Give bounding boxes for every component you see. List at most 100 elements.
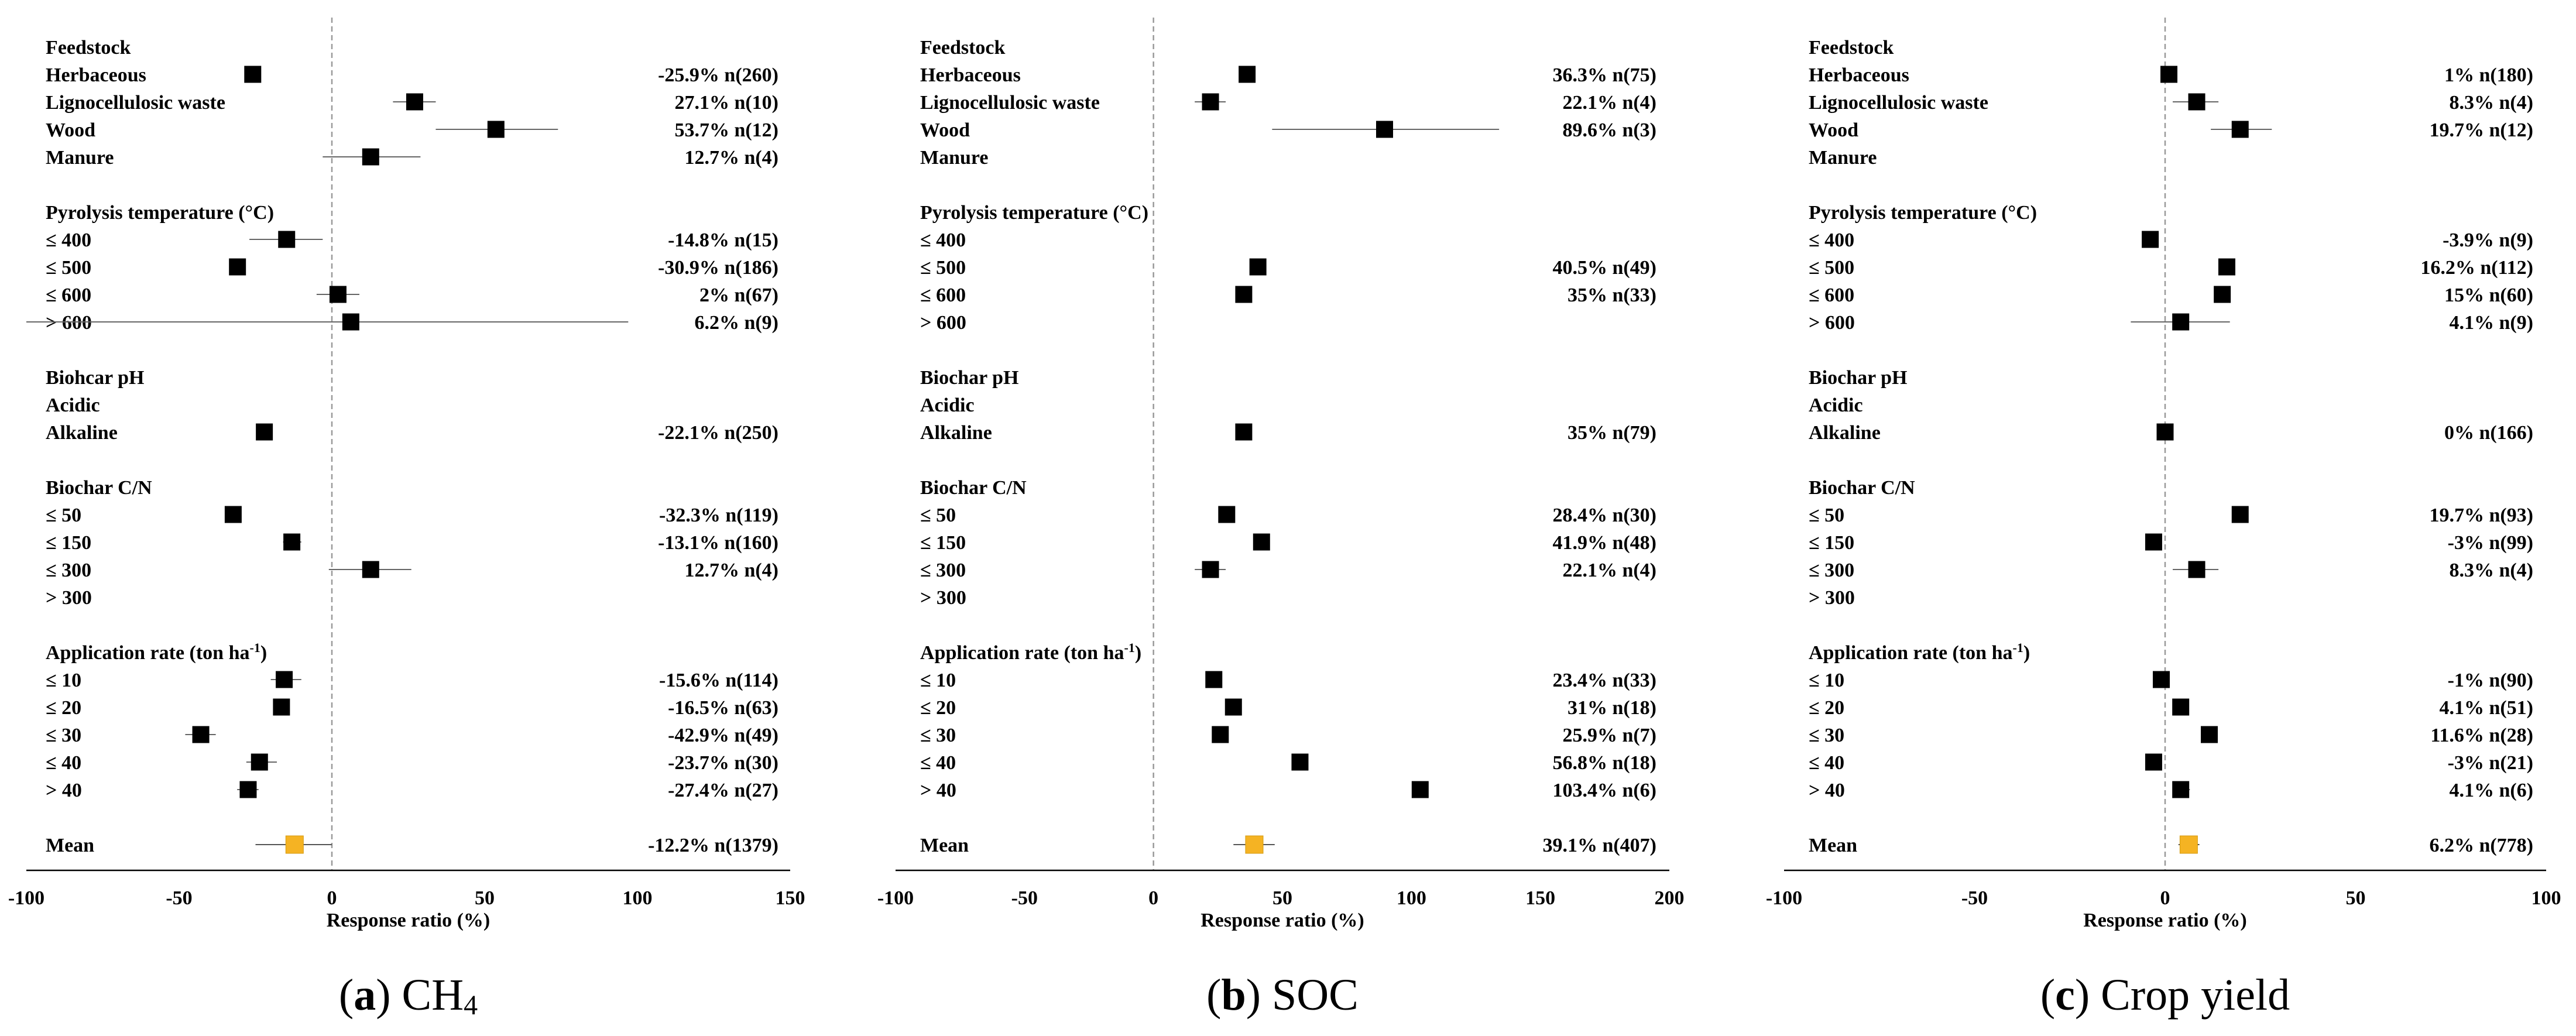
- data-point: [342, 313, 359, 331]
- row-label: > 40: [920, 780, 956, 801]
- row-label: ≤ 600: [46, 284, 91, 306]
- mean-label: Mean: [46, 835, 94, 856]
- group-title: Feedstock: [1809, 37, 1894, 59]
- row-label: Alkaline: [1809, 422, 1881, 444]
- row-label: Alkaline: [920, 422, 992, 444]
- panel-caption: (c) Crop yield: [2040, 970, 2290, 1020]
- data-point: [2145, 753, 2162, 771]
- data-point: [2145, 533, 2162, 551]
- panel-a: Feedstock Herbaceous -25.9% n(260) Lignocel…: [8, 18, 805, 1021]
- group-title: Feedstock: [920, 37, 1006, 59]
- data-point: [2156, 423, 2174, 441]
- mean-value-label: 39.1% n(407): [1542, 835, 1656, 856]
- value-label: -1% n(90): [2448, 670, 2533, 691]
- group-title: Pyrolysis temperature (°C): [920, 202, 1148, 224]
- data-point: [2152, 671, 2170, 688]
- data-point: [278, 231, 296, 248]
- row-label: ≤ 500: [1809, 257, 1854, 279]
- row-label: Manure: [1809, 147, 1877, 169]
- value-label: 16.2% n(112): [2420, 257, 2533, 279]
- row-label: ≤ 600: [920, 284, 966, 306]
- value-label: 103.4% n(6): [1552, 780, 1656, 801]
- row-label: ≤ 500: [46, 257, 91, 279]
- data-point: [251, 753, 268, 771]
- row-label: Wood: [920, 119, 970, 141]
- data-point: [2214, 286, 2231, 303]
- value-label: -30.9% n(186): [658, 257, 778, 279]
- value-label: 35% n(79): [1567, 422, 1656, 444]
- value-label: 11.6% n(28): [2430, 725, 2533, 746]
- value-label: 41.9% n(48): [1552, 532, 1656, 554]
- group-title: Feedstock: [46, 37, 131, 59]
- row-label: ≤ 20: [920, 697, 956, 719]
- row-label: ≤ 30: [920, 725, 956, 746]
- group-title: Biochar C/N: [46, 477, 152, 499]
- x-tick-label: 100: [2532, 887, 2561, 909]
- row-label: > 40: [1809, 780, 1845, 801]
- data-point: [244, 66, 262, 83]
- x-axis-label: Response ratio (%): [327, 910, 490, 931]
- row-label: Acidic: [1809, 394, 1863, 416]
- row-label: ≤ 300: [1809, 560, 1854, 581]
- data-point: [1205, 671, 1223, 688]
- row-label: ≤ 20: [46, 697, 81, 719]
- row-label: Acidic: [920, 394, 975, 416]
- value-label: -32.3% n(119): [659, 505, 778, 526]
- row-label: ≤ 40: [1809, 752, 1844, 774]
- row-label: ≤ 10: [1809, 670, 1844, 691]
- value-label: -22.1% n(250): [658, 422, 778, 444]
- data-point: [1239, 66, 1256, 83]
- value-label: 6.2% n(9): [694, 312, 778, 334]
- row-label: ≤ 500: [920, 257, 966, 279]
- data-point: [2231, 506, 2249, 523]
- row-label: ≤ 50: [46, 505, 81, 526]
- value-label: 12.7% n(4): [684, 147, 778, 169]
- value-label: 31% n(18): [1567, 697, 1656, 719]
- value-label: 53.7% n(12): [674, 119, 778, 141]
- data-point: [2142, 231, 2159, 248]
- row-label: ≤ 10: [46, 670, 81, 691]
- x-tick-label: 100: [1397, 887, 1426, 909]
- mean-point: [1245, 835, 1264, 854]
- data-point: [256, 423, 273, 441]
- data-point: [2188, 93, 2205, 111]
- data-point: [2201, 726, 2218, 743]
- row-label: > 40: [46, 780, 82, 801]
- value-label: -16.5% n(63): [668, 697, 778, 719]
- panel-c: Feedstock Herbaceous 1% n(180) Lignocellulo…: [1766, 18, 2561, 1020]
- x-tick-label: 50: [475, 887, 495, 909]
- x-tick-label: 100: [623, 887, 653, 909]
- data-point: [406, 93, 423, 111]
- data-point: [1249, 258, 1267, 276]
- group-title: Application rate (ton ha-1): [920, 640, 1141, 664]
- row-label: ≤ 30: [1809, 725, 1844, 746]
- data-point: [329, 286, 347, 303]
- data-point: [2172, 313, 2190, 331]
- row-label: Wood: [46, 119, 95, 141]
- row-label: > 600: [1809, 312, 1855, 334]
- panel-caption: (b) SOC: [1206, 970, 1359, 1020]
- value-label: 89.6% n(3): [1562, 119, 1656, 141]
- data-point: [224, 506, 242, 523]
- row-label: ≤ 30: [46, 725, 81, 746]
- row-label: ≤ 600: [1809, 284, 1854, 306]
- group-title: Pyrolysis temperature (°C): [46, 202, 274, 224]
- value-label: 56.8% n(18): [1552, 752, 1656, 774]
- x-tick-label: -50: [1961, 887, 1988, 909]
- x-tick-label: 150: [776, 887, 805, 909]
- x-tick-label: 0: [1148, 887, 1158, 909]
- row-label: ≤ 10: [920, 670, 956, 691]
- data-point: [362, 148, 379, 166]
- value-label: 8.3% n(4): [2449, 560, 2533, 581]
- value-label: 2% n(67): [699, 284, 778, 306]
- group-title: Biochar pH: [1809, 367, 1907, 389]
- row-label: ≤ 50: [920, 505, 956, 526]
- data-point: [276, 671, 293, 688]
- row-label: ≤ 400: [1809, 229, 1854, 251]
- value-label: 4.1% n(6): [2449, 780, 2533, 801]
- data-point: [1291, 753, 1309, 771]
- data-point: [1224, 698, 1242, 716]
- mean-label: Mean: [920, 835, 969, 856]
- panel-b: Feedstock Herbaceous 36.3% n(75) Lignocellu…: [877, 18, 1685, 1020]
